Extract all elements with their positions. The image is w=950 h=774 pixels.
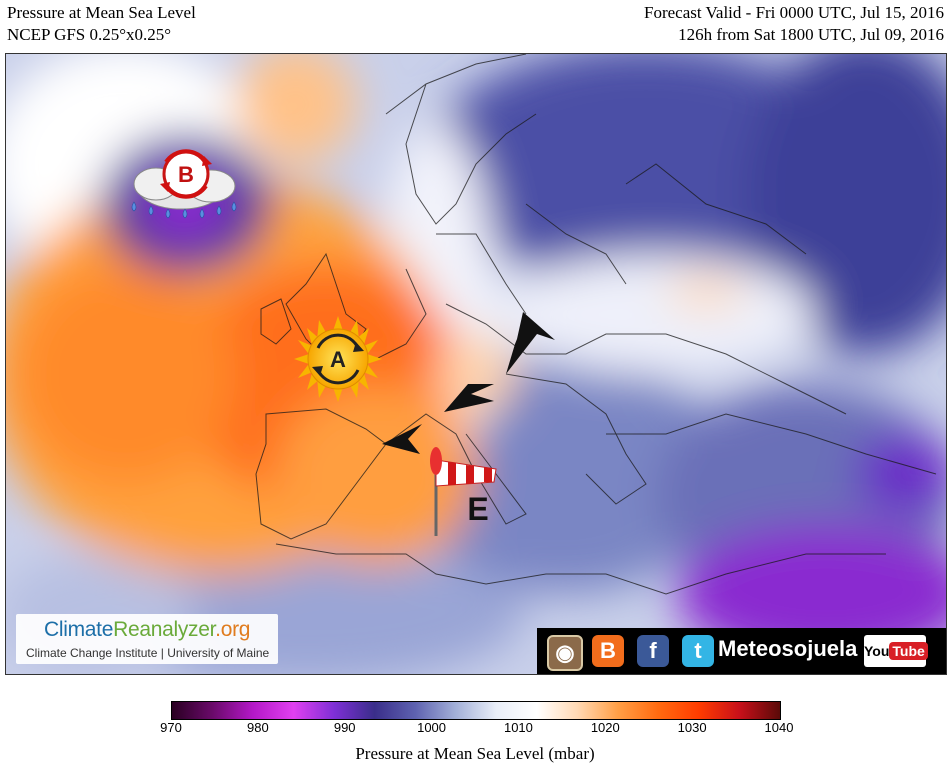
low-pressure-marker: B bbox=[131, 149, 237, 219]
forecast-from: 126h from Sat 1800 UTC, Jul 09, 2016 bbox=[678, 25, 944, 44]
low-pressure-letter: B bbox=[178, 162, 194, 187]
wind-arrow-1 bbox=[506, 312, 555, 374]
wind-arrows bbox=[382, 312, 555, 454]
wind-arrow-2 bbox=[444, 384, 494, 412]
colorbar bbox=[171, 701, 781, 720]
colorbar-tick-label: 1000 bbox=[417, 720, 447, 735]
header-right: Forecast Valid - Fri 0000 UTC, Jul 15, 2… bbox=[644, 2, 944, 46]
colorbar-tick-label: 1010 bbox=[503, 720, 533, 735]
colorbar-tick-label: 1040 bbox=[764, 720, 794, 735]
facebook-icon[interactable]: f bbox=[637, 635, 669, 667]
social-handle[interactable]: Meteosojuela bbox=[718, 636, 858, 661]
windsock-marker: E bbox=[430, 447, 497, 536]
pressure-map: B bbox=[5, 53, 947, 675]
logo-text: ClimateReanalyzer.org bbox=[44, 618, 251, 641]
blogger-icon[interactable]: B bbox=[592, 635, 624, 667]
wind-letter: E bbox=[467, 491, 488, 527]
model-label: NCEP GFS 0.25°x0.25° bbox=[7, 25, 172, 44]
twitter-icon[interactable]: t bbox=[682, 635, 714, 667]
youtube-icon[interactable]: You Tube bbox=[864, 635, 928, 667]
high-pressure-marker: A bbox=[294, 316, 382, 402]
social-bar: ◉ B f t Meteosojuela You Tube bbox=[537, 628, 946, 674]
colorbar-tick-label: 980 bbox=[246, 720, 269, 735]
high-pressure-letter: A bbox=[330, 347, 346, 372]
colorbar-title: Pressure at Mean Sea Level (mbar) bbox=[355, 744, 595, 763]
colorbar-tick-label: 1020 bbox=[590, 720, 620, 735]
institute-label: Climate Change Institute | University of… bbox=[26, 646, 270, 660]
wind-arrow-3 bbox=[382, 424, 422, 454]
colorbar-tick-label: 970 bbox=[160, 720, 182, 735]
map-title: Pressure at Mean Sea Level bbox=[7, 3, 196, 22]
climate-reanalyzer-logo[interactable]: ClimateReanalyzer.org Climate Change Ins… bbox=[16, 614, 278, 664]
pressure-field: B bbox=[6, 54, 946, 674]
header-left: Pressure at Mean Sea Level NCEP GFS 0.25… bbox=[7, 2, 196, 46]
forecast-valid: Forecast Valid - Fri 0000 UTC, Jul 15, 2… bbox=[643, 3, 944, 22]
instagram-icon[interactable]: ◉ bbox=[547, 635, 583, 671]
colorbar-tick-label: 990 bbox=[333, 720, 356, 735]
colorbar-tick-label: 1030 bbox=[677, 720, 707, 735]
